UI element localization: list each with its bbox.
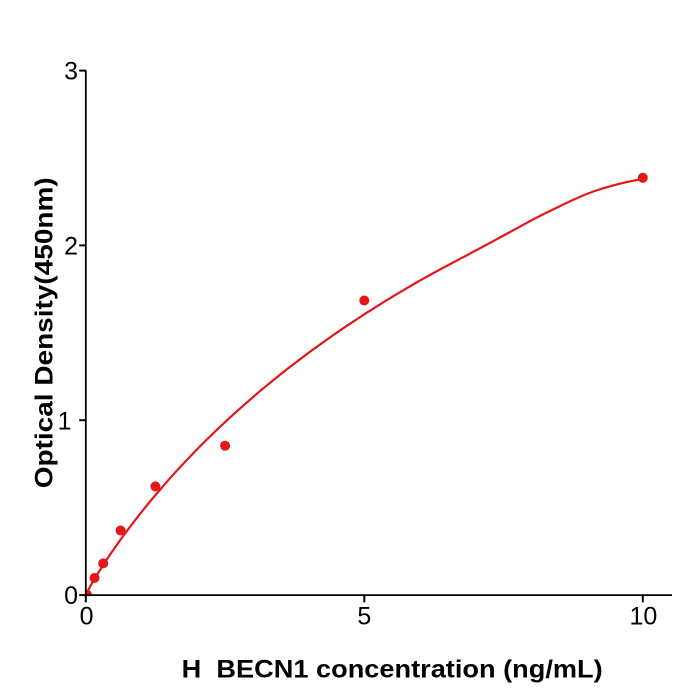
svg-text:Optical Density(450nm): Optical Density(450nm) [30,177,58,488]
svg-text:H BECN1 concentration (ng/mL): H BECN1 concentration (ng/mL) [182,656,603,684]
svg-text:10: 10 [629,602,657,630]
svg-text:1: 1 [58,407,72,435]
svg-text:0: 0 [80,602,94,630]
svg-text:5: 5 [357,602,371,630]
svg-text:3: 3 [64,58,78,86]
svg-text:2: 2 [64,233,78,261]
svg-text:0: 0 [64,582,78,610]
